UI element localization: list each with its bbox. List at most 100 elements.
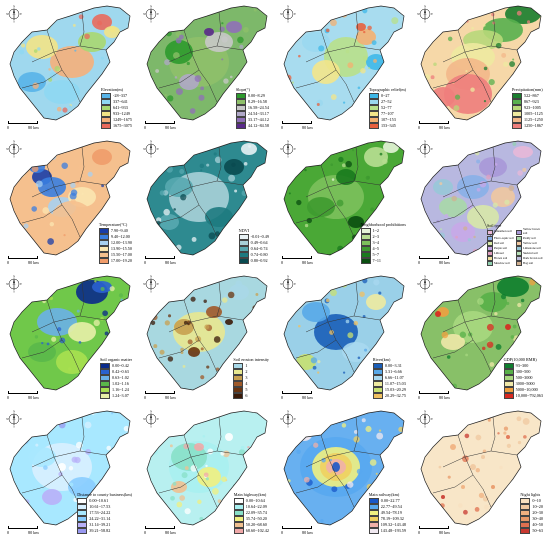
province-outline: [420, 275, 542, 391]
texture-patch: [347, 62, 354, 69]
legend-label: 0.42~0.63: [111, 369, 129, 375]
legend-item: 68.60~102.42: [233, 528, 269, 534]
texture-patch: [489, 362, 495, 367]
texture-patch: [164, 59, 171, 66]
svg-text:S: S: [13, 291, 15, 293]
class-region: [302, 32, 330, 52]
texture-patch: [157, 365, 162, 371]
map-panel-lights: N W E S 0 80 km Night lights 0~10 10~20 20~30 30~4…: [413, 407, 549, 542]
texture-patch: [198, 94, 205, 101]
internal-boundaries: [432, 11, 518, 103]
map-legend: GDP(10,000 RMB) 93~300 300~500 500~3000 3000…: [503, 357, 543, 399]
texture-patch: [330, 94, 337, 100]
texture-patch: [258, 187, 266, 195]
svg-text:N: N: [150, 5, 152, 8]
texture-patch: [482, 449, 487, 453]
map-panel-relief: N W E S 0 80 km Topographic relief(m) 0~27 27~52…: [276, 2, 412, 137]
legend-title: Soil type: [487, 223, 502, 229]
legend-label: 923~1005: [523, 105, 541, 111]
svg-text:S: S: [424, 21, 426, 23]
svg-text:S: S: [150, 291, 152, 293]
texture-patch: [212, 487, 219, 495]
texture-patch: [446, 355, 451, 359]
texture-patch: [444, 213, 449, 218]
texture-patch: [382, 158, 388, 165]
texture-patch: [321, 458, 326, 463]
texture-patch: [57, 327, 62, 332]
texture-patch: [155, 69, 160, 73]
texture-patch: [290, 234, 298, 242]
texture-patch: [93, 411, 100, 417]
legend-swatch: [238, 258, 249, 264]
legend-swatch: [503, 387, 514, 393]
svg-text:E: E: [294, 418, 296, 421]
texture-patch: [427, 297, 435, 304]
legend-swatch: [99, 369, 110, 375]
texture-patch: [72, 24, 76, 27]
map-legend: Soil organic matter 0.00~0.42 0.42~0.63 0.6…: [99, 357, 132, 399]
scale-label-start: 0: [7, 530, 10, 535]
texture-patch: [159, 190, 165, 196]
legend-label: 0.00~0.42: [111, 363, 129, 369]
texture-patch: [223, 294, 227, 298]
legend-swatch: [99, 375, 110, 381]
texture-patch: [30, 429, 37, 435]
texture-patch: [13, 245, 19, 251]
texture-patch: [200, 375, 205, 380]
texture-patch: [466, 286, 470, 290]
legend-item: Limestone soil: [516, 246, 545, 251]
texture-patch: [187, 339, 193, 345]
legend-label: Yellow brown soil: [523, 227, 540, 236]
scale-label-end: 80 km: [28, 395, 39, 400]
texture-patch: [528, 64, 536, 72]
map-panel-highway: N W E S 0 80 km Main highway(km) 0.00~10.64 10.6…: [139, 407, 275, 542]
texture-patch: [163, 208, 170, 216]
legend-swatch: [98, 252, 109, 258]
legend-title: Main railway(km): [368, 492, 400, 498]
legend-title: Slope(°): [235, 87, 250, 93]
province-map: [420, 140, 542, 256]
texture-patch: [330, 19, 337, 27]
scale-label-start: 0: [144, 125, 147, 130]
texture-patch: [221, 476, 227, 483]
class-region: [188, 347, 200, 357]
legend-label: 933~1249: [112, 111, 130, 117]
legend-swatch: [99, 387, 110, 393]
legend-item: 10~20: [520, 504, 543, 510]
legend-swatch: [233, 510, 244, 516]
internal-boundaries: [295, 11, 381, 103]
legend-swatch: [368, 111, 379, 117]
legend-item: 11.07~15.03: [372, 381, 406, 387]
texture-patch: [345, 49, 350, 54]
texture-patch: [364, 348, 368, 352]
scale-bar-line: [8, 526, 38, 529]
texture-patch: [207, 448, 214, 455]
legend-item: Cinnamon soil: [487, 228, 516, 236]
legend-item: 10.64~22.09: [233, 504, 269, 510]
texture-patch: [477, 298, 484, 305]
legend-label: 0.00~22.77: [380, 498, 400, 504]
texture-patch: [63, 144, 71, 152]
texture-patch: [317, 371, 320, 374]
texture-patch: [483, 100, 487, 103]
texture-patch: [329, 330, 335, 335]
texture-patch: [18, 170, 26, 178]
north-arrow-icon: N W E S: [279, 275, 297, 293]
texture-patch: [378, 346, 383, 351]
legend-item: 22.77~49.54: [368, 504, 406, 510]
legend-label: 1.16~1.24: [111, 387, 129, 393]
north-arrow-icon: N W E S: [142, 410, 160, 428]
texture-patch: [500, 294, 507, 300]
north-arrow-icon: N W E S: [279, 5, 297, 23]
legend-item: 923~1005: [511, 105, 543, 111]
scale-label-start: 0: [144, 260, 147, 265]
texture-patch: [471, 26, 474, 30]
legend-label: 17.53~24.22: [89, 510, 111, 516]
legend-item: 3.31~6.66: [372, 369, 406, 375]
texture-patch: [183, 280, 191, 288]
scale-label-start: 0: [281, 260, 284, 265]
texture-patch: [431, 429, 436, 433]
svg-text:W: W: [280, 148, 283, 151]
legend-label: 0.00~3.31: [384, 363, 402, 369]
texture-patch: [245, 186, 248, 189]
